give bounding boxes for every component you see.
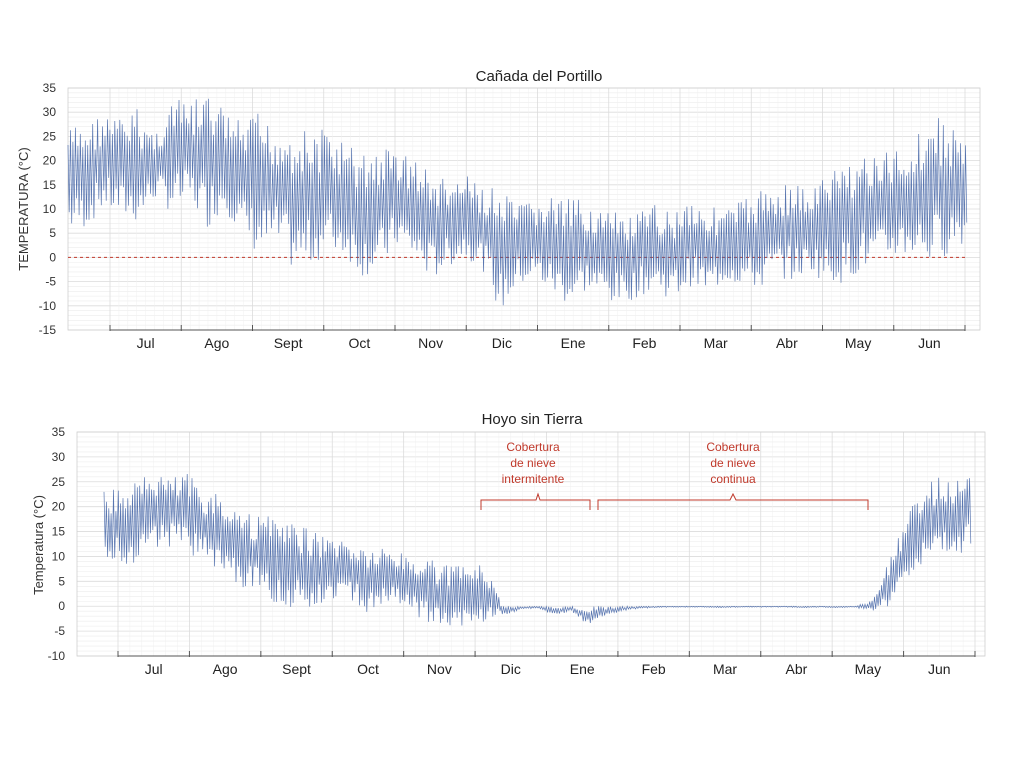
month-label: Feb bbox=[632, 335, 656, 351]
temperature-series-line bbox=[103, 473, 972, 626]
top-axes: 35 30 25 20 15 10 5 0 -5 -10 -15 Jul Ago Sept Oct Nov Di… bbox=[39, 81, 966, 351]
y-tick-label: -10 bbox=[39, 299, 57, 313]
top-series bbox=[67, 98, 968, 306]
month-label: Ene bbox=[570, 661, 595, 677]
y-tick-label: 25 bbox=[52, 475, 66, 489]
y-tick-label: 20 bbox=[43, 154, 57, 168]
y-tick-label: 10 bbox=[43, 202, 57, 216]
month-label: Jul bbox=[137, 335, 155, 351]
month-label: Sept bbox=[282, 661, 311, 677]
month-label: Ago bbox=[204, 335, 229, 351]
month-label: Abr bbox=[776, 335, 798, 351]
y-tick-label: 35 bbox=[43, 81, 57, 95]
y-tick-label: -5 bbox=[45, 275, 56, 289]
y-tick-label: 5 bbox=[58, 574, 65, 588]
y-tick-label: 30 bbox=[43, 105, 57, 119]
y-tick-label: -15 bbox=[39, 323, 57, 337]
annotation-line: Cobertura bbox=[706, 440, 760, 454]
month-label: Sept bbox=[274, 335, 303, 351]
y-tick-label: 30 bbox=[52, 450, 66, 464]
top-y-axis-title: TEMPERATURA (°C) bbox=[16, 147, 31, 270]
y-tick-label: 10 bbox=[52, 549, 66, 563]
month-label: Ago bbox=[213, 661, 238, 677]
y-tick-label: 35 bbox=[52, 425, 66, 439]
y-tick-label: 15 bbox=[43, 178, 57, 192]
annotation-line: continua bbox=[710, 472, 756, 486]
annotation-line: de nieve bbox=[710, 456, 756, 470]
y-tick-label: -10 bbox=[48, 649, 66, 663]
y-tick-label: 5 bbox=[49, 226, 56, 240]
month-label: Nov bbox=[418, 335, 443, 351]
y-tick-label: 0 bbox=[49, 250, 56, 264]
y-tick-label: 20 bbox=[52, 500, 66, 514]
bottom-y-axis-title: Temperatura (°C) bbox=[31, 495, 46, 595]
month-label: Abr bbox=[786, 661, 808, 677]
chart-top: 35 30 25 20 15 10 5 0 -5 -10 -15 Jul Ago Sept Oct Nov Di… bbox=[16, 68, 981, 351]
bottom-chart-title: Hoyo sin Tierra bbox=[482, 411, 584, 428]
month-label: Dic bbox=[501, 661, 521, 677]
month-label: Jun bbox=[928, 661, 951, 677]
month-label: May bbox=[855, 661, 881, 677]
month-label: Mar bbox=[704, 335, 728, 351]
month-label: Feb bbox=[642, 661, 666, 677]
annotation-bracket bbox=[480, 492, 591, 510]
y-tick-label: 25 bbox=[43, 129, 57, 143]
annotation-bracket bbox=[597, 492, 869, 510]
y-tick-label: 15 bbox=[52, 525, 66, 539]
top-grid bbox=[67, 87, 981, 331]
month-label: Jul bbox=[145, 661, 163, 677]
bottom-series bbox=[103, 473, 972, 626]
month-label: May bbox=[845, 335, 871, 351]
annotation-line: Cobertura bbox=[506, 440, 560, 454]
annotation-line: de nieve bbox=[510, 456, 556, 470]
month-label: Jun bbox=[918, 335, 941, 351]
month-label: Nov bbox=[427, 661, 452, 677]
top-chart-title: Cañada del Portillo bbox=[476, 68, 603, 85]
month-label: Dic bbox=[492, 335, 512, 351]
annotation-line: intermitente bbox=[502, 472, 565, 486]
temperature-series-line bbox=[67, 98, 968, 306]
month-label: Ene bbox=[561, 335, 586, 351]
chart-bottom: 35 30 25 20 15 10 5 0 -5 -10 Jul Ago Sept Oct Nov Dic En… bbox=[31, 411, 986, 677]
annotation-snow-continuous: Cobertura de nieve continua bbox=[597, 440, 869, 510]
y-tick-label: -5 bbox=[54, 624, 65, 638]
month-label: Mar bbox=[713, 661, 737, 677]
y-tick-label: 0 bbox=[58, 599, 65, 613]
month-label: Oct bbox=[348, 335, 370, 351]
month-label: Oct bbox=[357, 661, 379, 677]
annotation-snow-intermittent: Cobertura de nieve intermitente bbox=[480, 440, 591, 510]
bottom-axes: 35 30 25 20 15 10 5 0 -5 -10 Jul Ago Sept Oct Nov Dic En… bbox=[48, 425, 976, 677]
